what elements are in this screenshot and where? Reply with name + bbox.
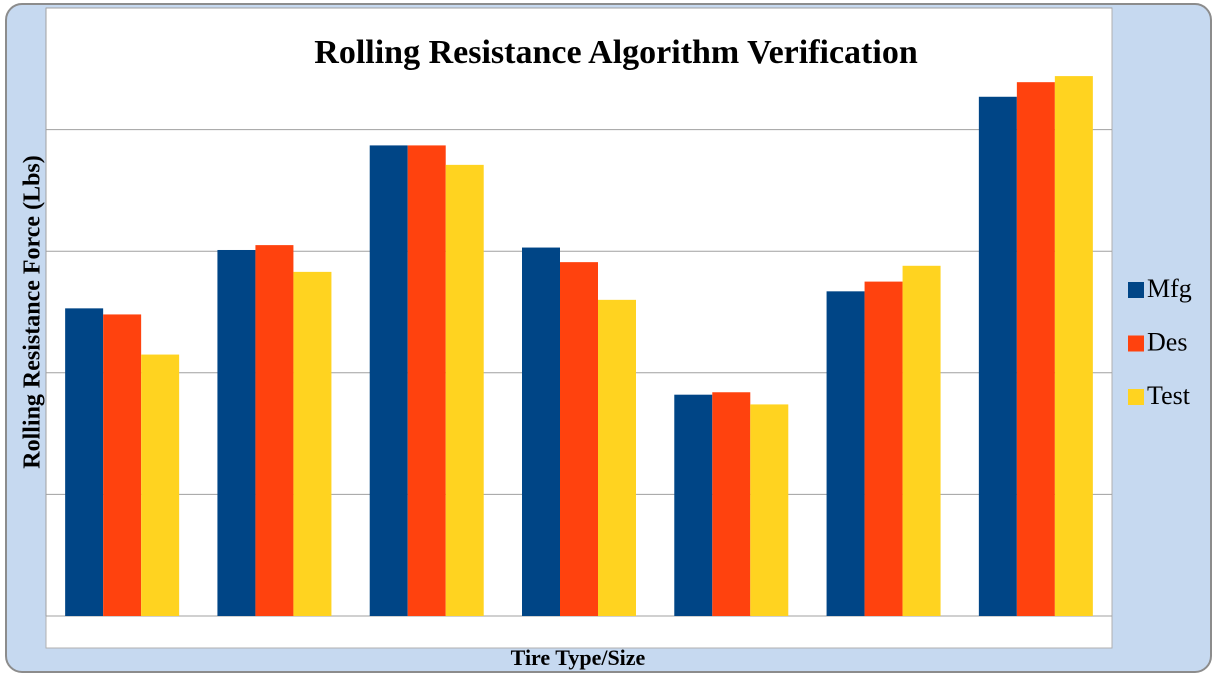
- y-axis-label: Rolling Resistance Force (Lbs): [20, 155, 46, 469]
- bar: [826, 291, 865, 616]
- bar: [293, 271, 332, 616]
- bar: [103, 314, 142, 616]
- bar: [141, 354, 180, 616]
- bar: [65, 308, 104, 616]
- bar: [407, 145, 446, 616]
- bar: [712, 392, 751, 616]
- bar: [522, 247, 560, 616]
- x-axis-label: Tire Type/Size: [511, 645, 646, 670]
- legend-label: Mfg: [1147, 274, 1192, 303]
- bar: [978, 96, 1017, 616]
- bar: [1016, 82, 1055, 616]
- bar: [217, 249, 256, 616]
- bar: [864, 281, 903, 616]
- bar: [750, 404, 789, 616]
- bar: [445, 164, 484, 616]
- bar: [255, 245, 294, 616]
- legend-swatch: [1128, 335, 1144, 352]
- bar: [369, 145, 408, 616]
- legend-swatch: [1128, 389, 1144, 405]
- bar: [1054, 76, 1093, 616]
- chart-title: Rolling Resistance Algorithm Verificatio…: [314, 34, 918, 71]
- bar: [902, 265, 941, 616]
- bar: [674, 394, 713, 616]
- legend-label: Test: [1147, 381, 1191, 410]
- bar: [560, 262, 598, 616]
- legend-swatch: [1128, 282, 1144, 298]
- legend-label: Des: [1147, 327, 1187, 356]
- bar: [598, 299, 636, 616]
